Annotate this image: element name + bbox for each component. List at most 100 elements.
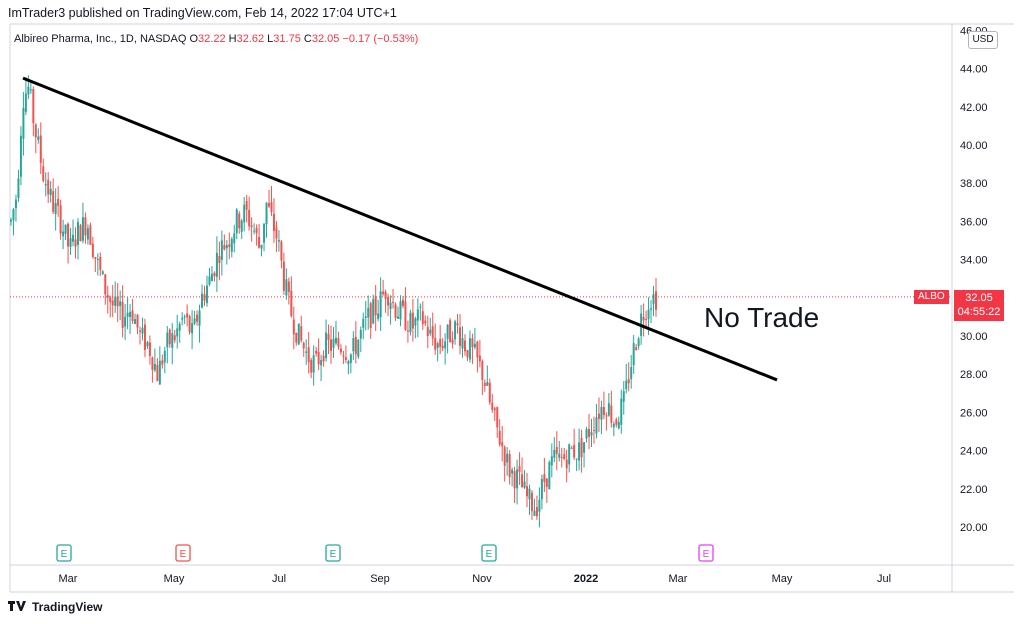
candle[interactable] [191,310,194,350]
candle[interactable] [215,236,218,292]
candle[interactable] [220,230,223,276]
candle[interactable] [334,320,337,346]
candle[interactable] [320,354,323,382]
candle[interactable] [263,223,266,252]
candle[interactable] [459,314,462,355]
no-trade-annotation[interactable]: No Trade [704,302,819,333]
candle[interactable] [34,123,37,154]
candle[interactable] [617,416,620,430]
candle[interactable] [523,470,526,489]
candle[interactable] [580,429,583,473]
candle[interactable] [630,354,633,389]
candle[interactable] [310,357,313,379]
candle[interactable] [612,421,615,437]
candle[interactable] [496,406,499,438]
candle[interactable] [399,295,402,327]
candle[interactable] [530,490,533,520]
downtrend-line[interactable] [22,76,778,382]
candle[interactable] [588,413,591,450]
candle[interactable] [597,397,600,432]
candle[interactable] [481,359,484,396]
candle[interactable] [466,349,469,361]
candle[interactable] [436,341,439,362]
candle[interactable] [473,328,476,350]
candle[interactable] [454,319,457,345]
candle[interactable] [377,299,380,322]
candle[interactable] [109,295,112,318]
footer-brand[interactable]: TradingView [8,600,102,614]
candle[interactable] [305,339,308,365]
candle[interactable] [173,329,176,344]
candle[interactable] [620,389,623,434]
candle[interactable] [632,334,635,374]
candle[interactable] [463,334,466,356]
candle[interactable] [322,350,325,367]
candle[interactable] [528,484,531,515]
candle[interactable] [161,354,164,369]
candle[interactable] [354,321,357,364]
candle[interactable] [637,336,640,350]
candle[interactable] [610,390,613,428]
candle[interactable] [272,198,275,243]
candle[interactable] [607,393,610,417]
candle[interactable] [389,295,392,325]
candle[interactable] [238,211,241,234]
candle[interactable] [193,310,196,326]
candle[interactable] [156,358,159,382]
candle[interactable] [511,467,514,487]
candle[interactable] [392,288,395,309]
candle[interactable] [550,443,553,478]
candle[interactable] [426,315,429,349]
candle[interactable] [419,303,422,321]
candle[interactable] [545,478,548,503]
candle[interactable] [178,321,181,343]
candle[interactable] [12,207,15,236]
candles[interactable] [10,75,657,528]
candle[interactable] [486,365,489,387]
candle[interactable] [352,331,355,360]
candle[interactable] [493,406,496,422]
candle[interactable] [275,220,278,252]
candle[interactable] [42,158,45,183]
candle[interactable] [106,285,109,314]
candle[interactable] [570,445,573,450]
candle[interactable] [384,289,387,313]
candle[interactable] [268,189,270,208]
candle[interactable] [255,224,258,246]
candle[interactable] [243,196,246,232]
candle[interactable] [307,331,310,374]
earnings-marker[interactable]: E [175,544,191,562]
candle[interactable] [548,460,551,490]
candle[interactable] [10,217,12,226]
candle[interactable] [218,241,221,281]
candle[interactable] [431,312,434,346]
candle[interactable] [429,317,432,336]
candle[interactable] [24,77,27,116]
candle[interactable] [148,335,151,365]
candle[interactable] [163,346,166,374]
candle[interactable] [573,428,576,461]
candle[interactable] [535,495,538,520]
candle[interactable] [91,236,94,259]
candle[interactable] [615,417,618,428]
candle[interactable] [297,323,300,345]
candle[interactable] [176,314,179,349]
candle[interactable] [476,340,479,373]
candle[interactable] [69,228,72,255]
candle[interactable] [394,302,397,321]
candle[interactable] [501,425,504,462]
candle[interactable] [228,232,231,260]
candle[interactable] [208,267,211,287]
candle[interactable] [250,217,253,242]
candle[interactable] [595,403,598,439]
candle[interactable] [498,418,501,447]
candle[interactable] [233,224,236,253]
candle[interactable] [441,338,444,352]
candle[interactable] [339,344,342,356]
candle[interactable] [518,452,521,485]
candle[interactable] [74,227,77,259]
candle[interactable] [230,236,233,258]
candle[interactable] [367,295,370,330]
candle[interactable] [59,199,62,240]
candle[interactable] [369,301,372,339]
